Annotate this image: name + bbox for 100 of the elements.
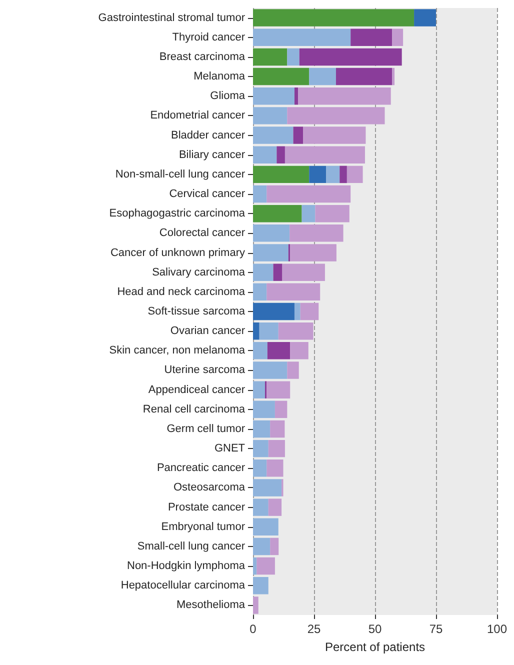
bar (309, 68, 336, 86)
y-tick-label: Pancreatic cancer (156, 462, 246, 474)
bar (253, 146, 277, 164)
y-tick-label: GNET (214, 442, 246, 455)
bar (266, 283, 320, 301)
bar (267, 342, 290, 360)
bar (253, 557, 257, 575)
bar (270, 420, 285, 438)
y-tick-label: Uterine sarcoma (164, 364, 246, 376)
y-tick-label: Non-Hodgkin lymphoma (127, 560, 246, 572)
y-tick-label: Endometrial cancer (150, 110, 246, 122)
bar (287, 362, 299, 379)
bar (266, 185, 351, 203)
bar (299, 48, 402, 66)
y-tick-label: Cancer of unknown primary (110, 246, 246, 259)
bar (259, 322, 278, 340)
bar (274, 400, 288, 418)
y-tick-label: Soft-tissue sarcoma (148, 306, 246, 318)
y-tick-label: Head and neck carcinoma (117, 286, 246, 298)
x-tick-label: 75 (429, 622, 443, 636)
x-tick-label: 50 (368, 622, 382, 636)
bar (287, 107, 385, 124)
bar (253, 185, 267, 203)
x-tick-label: 25 (307, 622, 321, 636)
bar (294, 302, 300, 320)
y-tick-label: Small-cell lung cancer (137, 540, 246, 552)
bar (414, 9, 436, 26)
bar (253, 440, 268, 458)
y-tick-label: Hepatocellular carcinoma (120, 580, 246, 592)
bar (253, 9, 414, 26)
bar (253, 538, 270, 556)
bar (300, 302, 319, 320)
x-tick-label: 0 (250, 622, 257, 636)
bar (253, 264, 274, 281)
bar (256, 557, 275, 575)
bar (298, 87, 391, 105)
y-tick-label: Embryonal tumor (161, 520, 246, 533)
bar (350, 28, 392, 46)
y-tick-label: Colorectal cancer (159, 227, 246, 240)
bar (315, 204, 350, 222)
y-tick-label: Non-small-cell lung cancer (115, 168, 246, 180)
bar (268, 440, 285, 458)
bar (302, 204, 316, 222)
y-tick-label: Bladder cancer (171, 129, 246, 142)
bar (290, 342, 308, 360)
y-tick-label: Ovarian cancer (170, 325, 246, 338)
bar (266, 381, 290, 398)
y-tick-label: Prostate cancer (168, 501, 246, 514)
bar (282, 264, 325, 281)
bar (253, 68, 310, 86)
bar (253, 224, 290, 242)
y-tick-label: Skin cancer, non melanoma (109, 344, 246, 357)
y-tick-label: Salivary carcinoma (152, 266, 246, 278)
bar (268, 498, 282, 516)
y-tick-label: Glioma (210, 90, 246, 102)
bar (278, 322, 314, 340)
bar (253, 204, 302, 222)
bar (294, 87, 298, 105)
bar (253, 48, 288, 66)
bar (253, 498, 268, 516)
bar (253, 518, 278, 536)
bar (290, 244, 336, 262)
bar (303, 126, 366, 144)
bar (253, 479, 282, 496)
bar (340, 166, 347, 184)
y-tick-label: Esophagogastric carcinoma (109, 208, 246, 220)
bar (253, 420, 270, 438)
y-tick-label: Biliary cancer (178, 148, 246, 161)
bar (253, 244, 288, 262)
y-tick-label: Gastrointestinal stromal tumor (98, 12, 246, 24)
bar (266, 460, 284, 477)
bar (273, 264, 282, 281)
bar (270, 538, 279, 556)
bar (253, 577, 268, 594)
y-tick-label: Melanoma (194, 70, 246, 83)
bar (284, 146, 365, 164)
bar (253, 283, 267, 301)
bar (253, 107, 288, 124)
bar (253, 126, 294, 144)
y-tick-label: Thyroid cancer (172, 31, 246, 44)
bar (346, 166, 363, 184)
y-tick-label: Appendiceal cancer (148, 384, 246, 396)
bar (392, 28, 404, 46)
bar (253, 28, 351, 46)
y-tick-label: Osteosarcoma (173, 482, 246, 494)
bar (253, 342, 268, 360)
y-tick-label: Cervical cancer (169, 188, 246, 200)
bar (392, 68, 395, 86)
y-tick-label: Germ cell tumor (166, 422, 246, 435)
x-tick-label: 100 (486, 622, 508, 636)
bar (326, 166, 340, 184)
bar (253, 302, 294, 320)
bar (253, 87, 294, 105)
y-tick-label: Renal cell carcinoma (142, 403, 246, 416)
bar (290, 224, 344, 242)
y-tick-label: Breast carcinoma (159, 50, 246, 63)
bar (287, 48, 300, 66)
bar (253, 381, 265, 398)
bar (309, 166, 326, 184)
bar (253, 400, 275, 418)
